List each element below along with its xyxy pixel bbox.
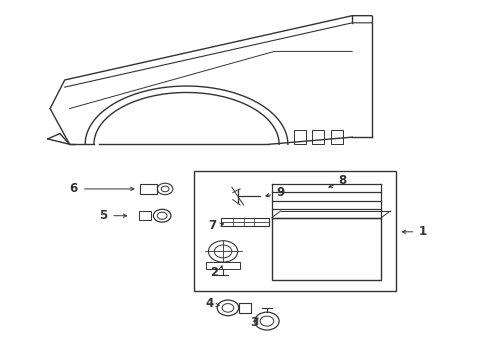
Bar xyxy=(239,303,251,312)
Text: 8: 8 xyxy=(338,174,346,187)
Text: 3: 3 xyxy=(250,316,258,329)
Bar xyxy=(294,130,306,144)
Bar xyxy=(331,130,343,144)
Bar xyxy=(312,130,324,144)
Bar xyxy=(140,184,157,194)
Text: 6: 6 xyxy=(70,183,77,195)
Text: 4: 4 xyxy=(205,297,214,310)
Text: 7: 7 xyxy=(208,219,216,232)
Bar xyxy=(272,217,381,280)
Text: 9: 9 xyxy=(276,186,284,199)
Bar xyxy=(139,211,151,220)
Bar xyxy=(206,262,240,269)
Bar xyxy=(194,171,396,291)
Bar xyxy=(220,218,270,226)
Text: 5: 5 xyxy=(98,209,107,222)
Text: 2: 2 xyxy=(210,266,219,279)
Text: 1: 1 xyxy=(419,225,427,238)
